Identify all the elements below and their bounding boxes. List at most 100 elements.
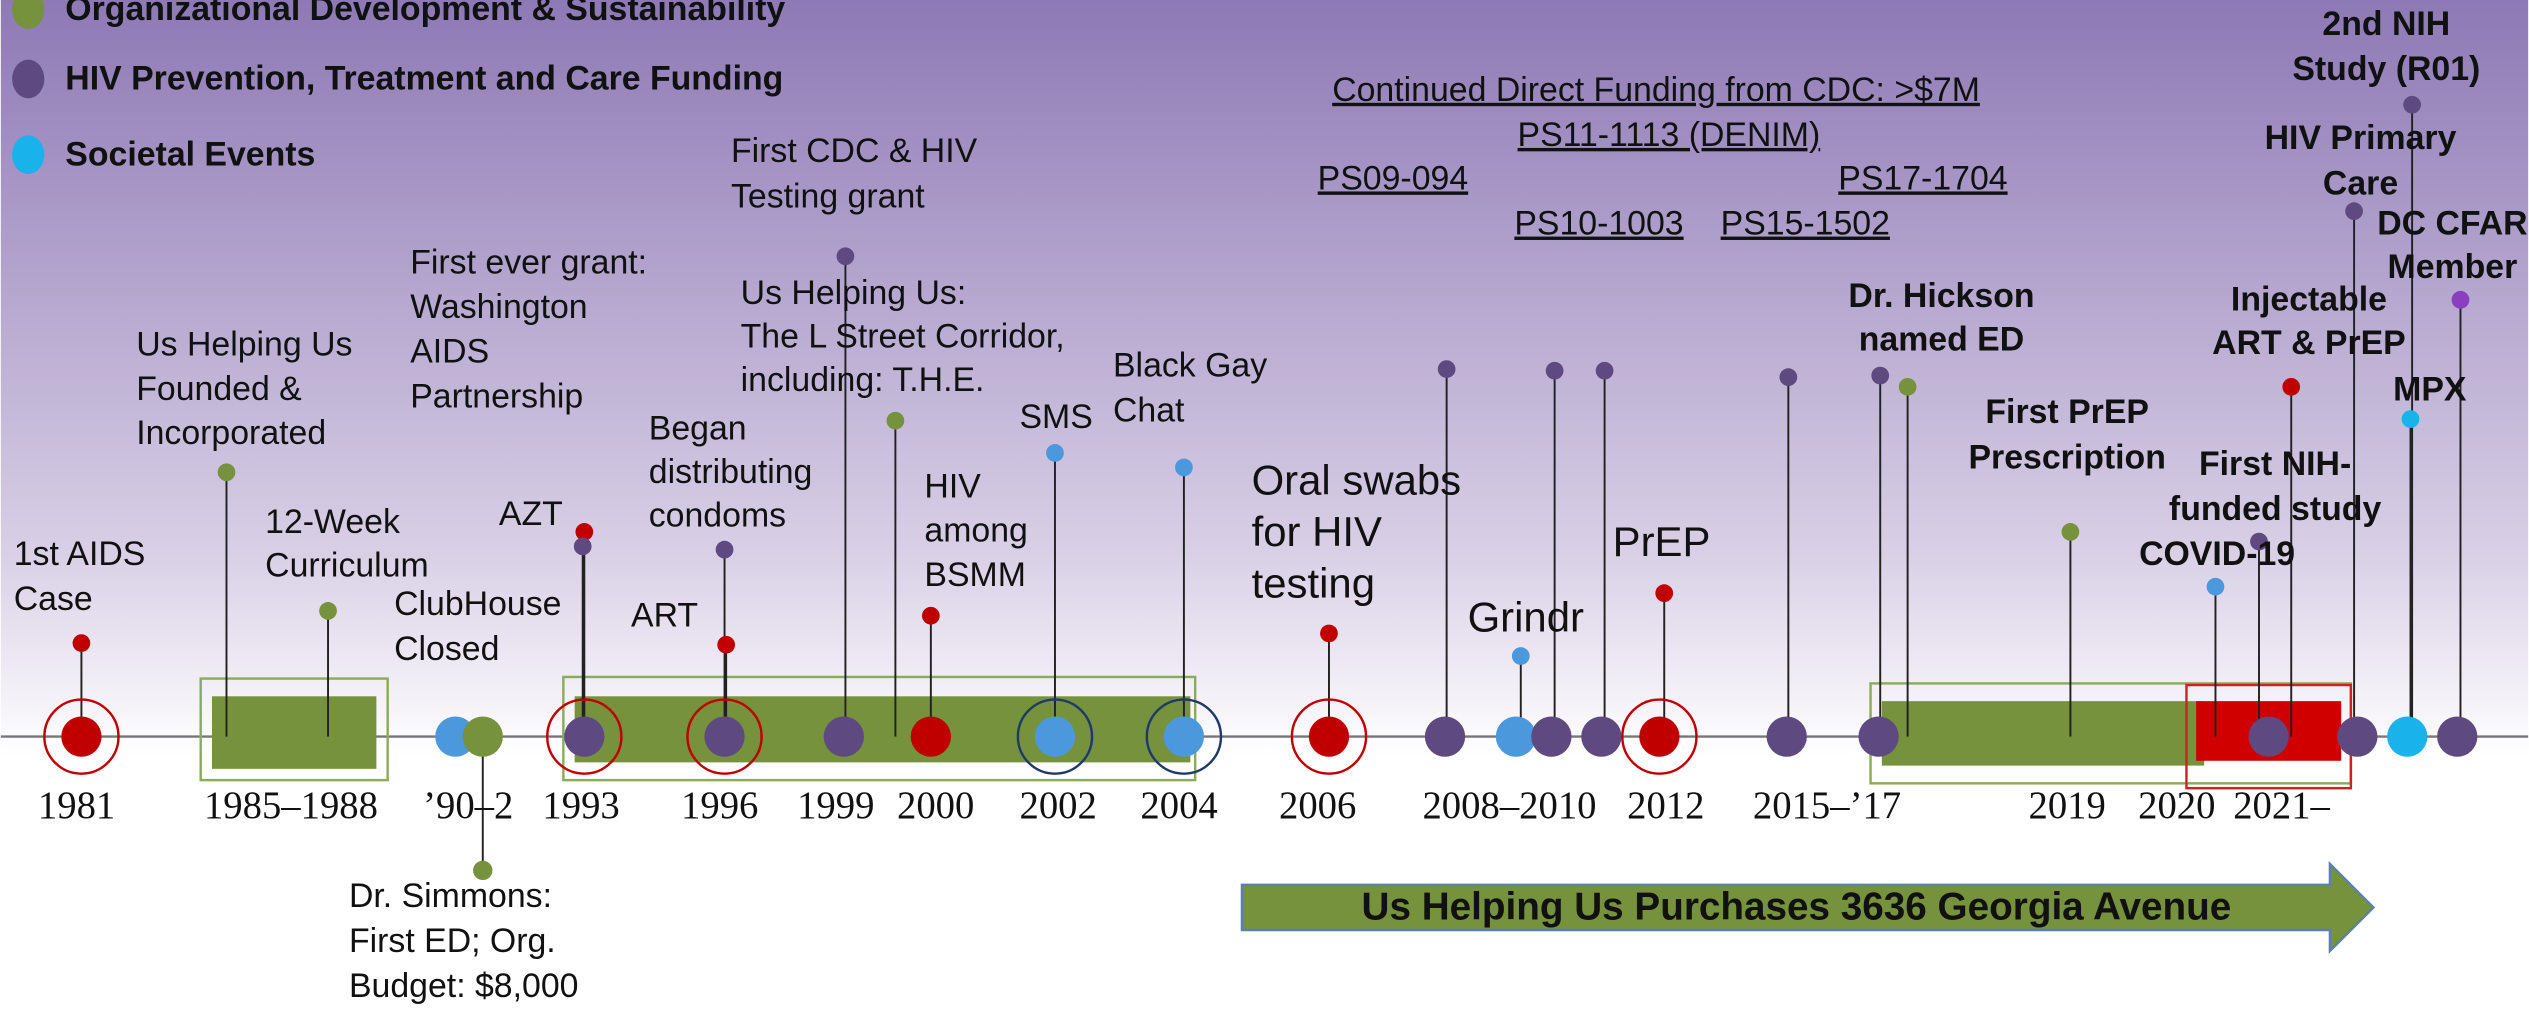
year-label: 2012	[1627, 785, 1704, 827]
event-line: Founded &	[136, 370, 302, 408]
event-label: Dr. Hickson named ED	[1848, 277, 2034, 359]
event-dot	[2403, 95, 2421, 114]
event-dot	[1437, 360, 1456, 378]
event-label: PrEP	[1613, 518, 1711, 565]
period-bar	[1881, 701, 2205, 766]
event-dot	[886, 411, 905, 430]
event-label: First ever grant: Washington AIDS Partnersh…	[410, 243, 647, 415]
event-line: First ED; Org.	[349, 922, 556, 960]
funding-label: PS09-094	[1318, 159, 1468, 197]
event-line: ART	[631, 596, 698, 634]
year-label: 1999	[797, 785, 874, 827]
year-label: 2000	[897, 785, 974, 827]
event-line: First NIH-	[2199, 445, 2351, 483]
event-line: Member	[2388, 248, 2518, 286]
event-line: First ever grant:	[410, 243, 647, 281]
event-line: Curriculum	[265, 546, 429, 584]
event-line: Study (R01)	[2292, 50, 2480, 88]
event-line: including: T.H.E.	[741, 361, 985, 399]
event-label: Oral swabs for HIV testing	[1252, 457, 1462, 607]
event-label: Injectable ART & PrEP	[2212, 280, 2406, 362]
milestone-dot	[704, 716, 745, 757]
event-line: ClubHouse	[394, 585, 561, 623]
event-line: BSMM	[924, 556, 1025, 594]
event-line: Testing grant	[731, 177, 925, 215]
event-line: testing	[1252, 560, 1375, 607]
event-line: Oral swabs	[1252, 457, 1462, 504]
year-label: 2004	[1140, 785, 1217, 827]
event-dot	[2061, 523, 2080, 541]
event-label: 1st AIDS Case	[14, 535, 146, 618]
year-label: 2021–	[2233, 785, 2330, 827]
legend-dot	[12, 0, 45, 30]
milestone-dot	[1034, 716, 1076, 757]
milestone-dot	[1163, 716, 1205, 757]
milestone-dot	[1858, 716, 1899, 757]
event-label: AZT	[499, 495, 563, 533]
ring	[1621, 698, 1698, 775]
event-line: Began	[649, 409, 747, 447]
event-label: ClubHouse Closed	[394, 585, 561, 668]
event-line: Closed	[394, 630, 499, 668]
year-label: 1985–1988	[204, 785, 378, 827]
event-dot	[717, 635, 736, 654]
milestone-dot	[1639, 716, 1680, 757]
event-label: SMS	[1020, 398, 1093, 436]
event-label: Us Helping Us Founded & Incorporated	[136, 325, 352, 452]
event-line: 2nd NIH	[2322, 5, 2450, 43]
event-label: HIV Primary Care	[2265, 119, 2457, 202]
event-line: Us Helping Us	[136, 325, 352, 363]
event-line: AIDS	[410, 333, 489, 371]
event-line: Black Gay	[1113, 346, 1267, 384]
year-label: 1993	[542, 785, 619, 827]
event-line: for HIV	[1252, 508, 1382, 555]
milestone-dot	[1581, 716, 1622, 757]
milestone-dot	[2387, 716, 2428, 757]
event-label: HIV among BSMM	[924, 467, 1027, 594]
event-dot	[573, 537, 592, 556]
period-bar	[574, 696, 1191, 763]
legend-label: HIV Prevention, Treatment and Care Fundi…	[65, 60, 783, 98]
event-label: DC CFAR Member	[2377, 205, 2527, 287]
event-label: COVID-19	[2139, 535, 2295, 573]
year-label: 1981	[38, 785, 115, 827]
event-dot	[473, 860, 493, 881]
ring	[546, 698, 623, 775]
event-line: Care	[2323, 164, 2398, 202]
ring	[1145, 698, 1223, 775]
event-label: First PrEP Prescription	[1968, 393, 2165, 476]
event-line: Dr. Hickson	[1848, 277, 2034, 315]
ring	[1016, 698, 1094, 775]
milestone-dot	[823, 716, 864, 757]
year-label: 2019	[2029, 785, 2106, 827]
event-line: ART & PrEP	[2212, 324, 2406, 362]
event-label: Us Helping Us: The L Street Corridor, incl…	[741, 274, 1065, 399]
event-dot	[2282, 377, 2301, 396]
milestone-dot	[1424, 716, 1466, 757]
event-dot	[319, 602, 337, 620]
event-line: COVID-19	[2139, 535, 2295, 573]
event-dot	[1779, 368, 1798, 387]
event-dot	[575, 523, 594, 541]
event-dot	[2345, 202, 2363, 221]
milestone-dot	[2248, 716, 2289, 757]
event-line: HIV	[924, 467, 981, 505]
period-box	[199, 677, 389, 782]
event-label: Dr. Simmons: First ED; Org. Budget: $8,000	[349, 877, 578, 1005]
funding-label: PS17-1704	[1838, 159, 2007, 197]
event-label: Grindr	[1468, 594, 1584, 641]
milestone-dot	[564, 716, 605, 757]
event-line: Incorporated	[136, 414, 326, 452]
event-dot	[2250, 532, 2268, 551]
year-label: ’90–2	[423, 785, 513, 827]
event-line: Partnership	[410, 377, 583, 415]
event-line: 1st AIDS	[14, 535, 146, 573]
legend-label: Organizational Development & Sustainabil…	[65, 0, 785, 28]
event-dot	[1871, 366, 1890, 385]
event-label: MPX	[2393, 371, 2467, 409]
milestone-dot	[2437, 716, 2478, 757]
event-dot	[217, 463, 236, 482]
event-line: Budget: $8,000	[349, 967, 578, 1005]
